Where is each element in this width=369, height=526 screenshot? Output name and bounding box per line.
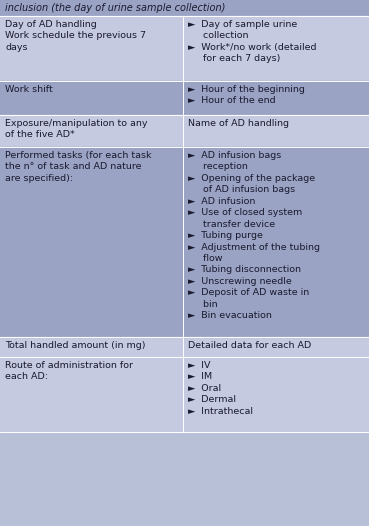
Bar xyxy=(0,81,369,115)
Text: ►  IV
►  IM
►  Oral
►  Dermal
►  Intrathecal: ► IV ► IM ► Oral ► Dermal ► Intrathecal xyxy=(188,361,253,416)
Text: Exposure/manipulation to any
of the five AD*: Exposure/manipulation to any of the five… xyxy=(5,119,148,139)
Text: Work shift: Work shift xyxy=(5,85,53,94)
Text: Day of AD handling
Work schedule the previous 7
days: Day of AD handling Work schedule the pre… xyxy=(5,20,146,52)
Text: Route of administration for
each AD:: Route of administration for each AD: xyxy=(5,361,133,381)
Bar xyxy=(0,432,369,526)
Text: Name of AD handling: Name of AD handling xyxy=(188,119,289,128)
Text: Total handled amount (in mg): Total handled amount (in mg) xyxy=(5,341,145,350)
Bar xyxy=(0,16,369,81)
Bar xyxy=(0,337,369,357)
Text: Performed tasks (for each task
the n° of task and AD nature
are specified):: Performed tasks (for each task the n° of… xyxy=(5,151,152,183)
Text: inclusion (the day of urine sample collection): inclusion (the day of urine sample colle… xyxy=(5,3,225,13)
Bar xyxy=(0,115,369,147)
Text: ►  AD infusion bags
     reception
►  Opening of the package
     of AD infusion: ► AD infusion bags reception ► Opening o… xyxy=(188,151,320,320)
Text: ►  Day of sample urine
     collection
►  Work*/no work (detailed
     for each : ► Day of sample urine collection ► Work*… xyxy=(188,20,317,63)
Bar xyxy=(0,0,369,16)
Bar xyxy=(0,357,369,432)
Bar xyxy=(0,147,369,337)
Text: ►  Hour of the beginning
►  Hour of the end: ► Hour of the beginning ► Hour of the en… xyxy=(188,85,305,105)
Text: Detailed data for each AD: Detailed data for each AD xyxy=(188,341,311,350)
